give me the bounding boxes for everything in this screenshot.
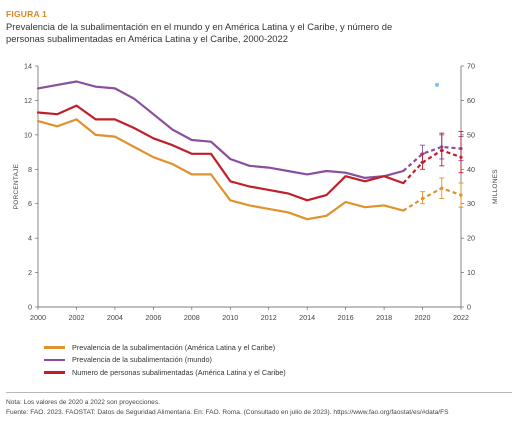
figure-title: Prevalencia de la subalimentación en el … — [6, 21, 393, 44]
y-tick-right-label: 40 — [467, 165, 475, 174]
series-2-projection-line — [402, 149, 462, 184]
y-axis-left-title: PORCENTAJE — [13, 164, 20, 210]
y-tick-left-label: 14 — [24, 62, 32, 71]
y-tick-left-label: 12 — [24, 96, 32, 105]
y-tick-right-label: 10 — [467, 268, 475, 277]
source-note: Fuente: FAO. 2023. FAOSTAT: Datos de Seg… — [6, 409, 449, 416]
x-tick-label: 2022 — [453, 313, 469, 322]
legend-item: Numero de personas subalimentadas (Améri… — [44, 366, 286, 379]
projection-note: Nota: Los valores de 2020 a 2022 son pro… — [6, 399, 160, 406]
legend-swatch — [44, 346, 65, 349]
y-tick-right-label: 50 — [467, 130, 475, 139]
x-tick-label: 2014 — [299, 313, 315, 322]
x-tick-label: 2016 — [338, 313, 354, 322]
notes-divider — [6, 392, 512, 393]
legend-swatch — [44, 358, 65, 361]
y-tick-right-label: 20 — [467, 234, 475, 243]
y-tick-left-label: 0 — [28, 303, 32, 312]
legend-item: Prevalencia de la subalimentación (mundo… — [44, 354, 286, 367]
figure-label: FIGURA 1 — [6, 9, 47, 19]
x-tick-label: 2012 — [261, 313, 277, 322]
y-tick-left-label: 6 — [28, 199, 32, 208]
y-axis-right-title: MILLONES — [492, 169, 499, 204]
series-1-line — [36, 80, 405, 179]
series-0-line — [36, 118, 405, 221]
legend-label: Prevalencia de la subalimentación (Améri… — [72, 342, 276, 352]
chart-legend: Prevalencia de la subalimentación (Améri… — [44, 341, 286, 379]
annotation-dot — [434, 82, 439, 87]
x-tick-label: 2002 — [68, 313, 84, 322]
series-1-projection-line — [402, 145, 462, 172]
y-tick-right-label: 30 — [467, 199, 475, 208]
y-tick-left-label: 4 — [28, 234, 32, 243]
legend-item: Prevalencia de la subalimentación (Améri… — [44, 341, 286, 354]
legend-swatch — [44, 371, 65, 374]
y-tick-left-label: 8 — [28, 165, 32, 174]
x-tick-label: 2004 — [107, 313, 123, 322]
x-tick-label: 2000 — [30, 313, 46, 322]
y-tick-right-label: 60 — [467, 96, 475, 105]
x-tick-label: 2020 — [415, 313, 431, 322]
x-tick-label: 2008 — [184, 313, 200, 322]
series-2-line — [36, 104, 405, 202]
legend-label: Numero de personas subalimentadas (Améri… — [72, 367, 286, 377]
x-tick-label: 2010 — [222, 313, 238, 322]
y-tick-right-label: 70 — [467, 62, 475, 71]
y-tick-left-label: 2 — [28, 268, 32, 277]
series-0-projection-line — [402, 187, 462, 212]
x-tick-label: 2006 — [145, 313, 161, 322]
y-tick-right-label: 0 — [467, 303, 471, 312]
x-tick-label: 2018 — [376, 313, 392, 322]
legend-label: Prevalencia de la subalimentación (mundo… — [72, 355, 212, 365]
y-tick-left-label: 10 — [24, 130, 32, 139]
